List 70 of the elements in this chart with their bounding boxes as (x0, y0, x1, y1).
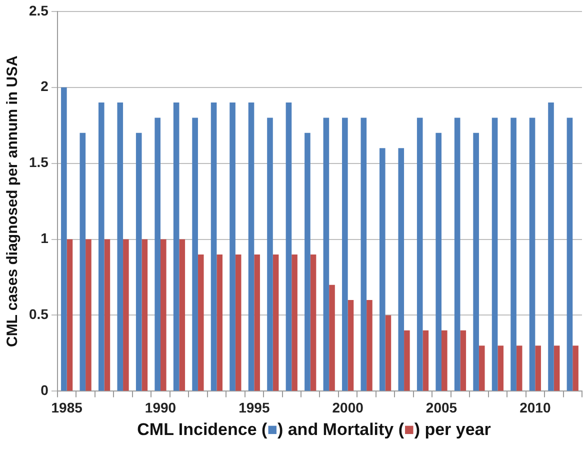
x-axis-title: CML Incidence (■) and Mortality (■) per year (137, 420, 491, 439)
bar (473, 132, 479, 391)
bar (117, 102, 124, 391)
bar (198, 254, 204, 391)
y-tick-label: 2 (40, 78, 49, 94)
bar (98, 102, 104, 391)
bar (254, 254, 260, 391)
bar (360, 118, 367, 391)
bar (442, 330, 448, 391)
bar (230, 102, 236, 391)
bar (566, 118, 573, 391)
bar (80, 132, 86, 391)
bar (154, 118, 160, 391)
bar (160, 239, 166, 391)
bar (235, 254, 242, 391)
bar (61, 87, 67, 391)
bar (535, 346, 541, 391)
bar (529, 118, 536, 391)
bar (510, 118, 516, 391)
bar (310, 254, 316, 391)
bar (398, 148, 404, 391)
bar (292, 254, 298, 391)
bar (104, 239, 110, 391)
x-tick-label: 2010 (520, 399, 551, 416)
x-tick-label: 1995 (238, 399, 270, 416)
y-tick-label: 0.5 (28, 306, 49, 322)
bar (286, 102, 292, 391)
bar (454, 118, 460, 391)
bar (342, 118, 348, 391)
bar (216, 254, 223, 391)
bar (66, 239, 73, 391)
bar (460, 330, 466, 391)
bar (248, 102, 254, 391)
bar (267, 118, 273, 391)
bar (210, 102, 217, 391)
bar (123, 239, 129, 391)
bar (86, 239, 92, 391)
y-tick-label: 1.5 (28, 154, 49, 170)
y-tick-label: 2.5 (28, 2, 49, 18)
bar (492, 118, 498, 391)
x-tick-label: 2000 (332, 399, 364, 416)
x-tick-label: 1990 (144, 399, 176, 416)
bar (422, 330, 429, 391)
bar (142, 239, 148, 391)
x-tick-label: 2005 (426, 399, 458, 416)
bar (416, 118, 423, 391)
bar (304, 132, 310, 391)
bar (272, 254, 279, 391)
bar (348, 300, 354, 391)
y-tick-label: 1 (40, 230, 49, 246)
bar (498, 346, 504, 391)
bar (329, 284, 335, 391)
bar (179, 239, 186, 391)
bar (379, 148, 386, 391)
bar (366, 300, 372, 391)
bar (548, 102, 554, 391)
bar (436, 132, 442, 391)
bar (404, 330, 410, 391)
y-tick-label: 0 (40, 382, 49, 398)
bar (136, 132, 142, 391)
bar (323, 118, 330, 391)
bar (572, 346, 578, 391)
bar (478, 346, 485, 391)
bar (192, 118, 198, 391)
x-tick-label: 1985 (51, 399, 83, 416)
bar (554, 346, 560, 391)
bar (516, 346, 522, 391)
bar (173, 102, 180, 391)
bar (385, 315, 392, 391)
y-axis-title: CML cases diagnosed per annum in USA (4, 55, 22, 348)
